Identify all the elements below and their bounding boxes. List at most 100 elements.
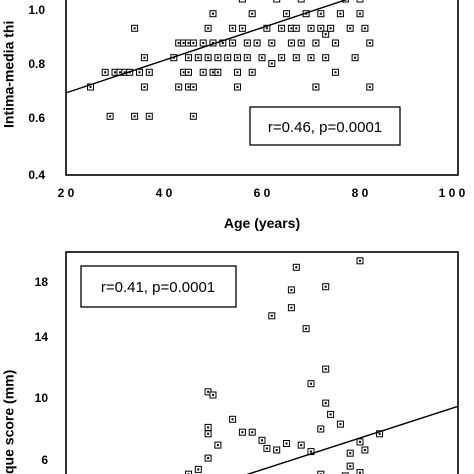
y-tick-label: 6	[41, 453, 48, 467]
data-point-dot	[192, 42, 195, 44]
data-point-dot	[305, 327, 308, 330]
data-point-dot	[251, 71, 254, 74]
data-point-dot	[133, 115, 136, 118]
data-point-dot	[295, 266, 298, 269]
data-point-dot	[349, 465, 352, 468]
stats-box	[249, 106, 401, 146]
data-point-dot	[148, 71, 151, 74]
data-point-dot	[212, 71, 214, 74]
data-point-dot	[207, 390, 210, 393]
x-tick-label: 8 0	[352, 186, 369, 200]
data-point-dot	[231, 42, 234, 44]
y-tick-label: 18	[35, 275, 49, 289]
x-axis-title: Age (years)	[224, 215, 300, 231]
data-point	[238, 0, 246, 3]
data-point-dot	[216, 56, 219, 59]
data-point-dot	[324, 33, 327, 36]
data-point	[356, 0, 364, 3]
stats-text: r=0.46, p=0.0001	[268, 119, 382, 136]
data-point-dot	[123, 71, 126, 74]
data-point-dot	[290, 27, 293, 30]
data-point-dot	[236, 56, 239, 59]
data-point-dot	[319, 27, 322, 30]
data-point-dot	[261, 439, 263, 442]
data-point-dot	[349, 27, 352, 30]
data-point-dot	[202, 42, 205, 44]
stats-text: r=0.41, p=0.0001	[101, 279, 215, 296]
y-tick-label: 10	[35, 391, 49, 405]
data-point-dot	[246, 42, 249, 44]
data-point-dot	[275, 449, 278, 451]
data-point-dot	[354, 56, 357, 59]
data-point-dot	[192, 115, 195, 118]
data-point-dot	[246, 56, 249, 59]
regression-line	[65, 0, 348, 94]
data-point-dot	[231, 27, 234, 30]
plot-frame	[65, 251, 459, 474]
data-point-dot	[295, 56, 298, 59]
data-point-dot	[182, 42, 185, 44]
data-point-dot	[359, 440, 361, 443]
data-point-dot	[270, 62, 273, 65]
y-axis-title: Intima-media thi	[1, 21, 17, 128]
data-point-dot	[212, 42, 214, 44]
data-point-dot	[378, 432, 381, 435]
data-point-dot	[138, 71, 141, 74]
data-point-dot	[363, 449, 366, 451]
data-point-dot	[334, 71, 337, 74]
data-point-dot	[324, 56, 327, 59]
data-point-dot	[231, 418, 234, 421]
data-point-dot	[300, 42, 303, 44]
data-point-dot	[177, 86, 180, 88]
y-tick-label: 1.0	[28, 3, 45, 17]
data-point-dot	[310, 27, 312, 30]
data-point-dot	[280, 27, 283, 30]
data-point-dot	[265, 447, 268, 450]
data-point-dot	[329, 413, 332, 416]
data-point-dot	[207, 56, 210, 59]
data-point-dot	[216, 444, 219, 447]
data-point-dot	[363, 27, 366, 30]
data-point-dot	[359, 471, 361, 474]
data-point-dot	[143, 86, 146, 88]
x-tick-label: 4 0	[156, 186, 173, 200]
data-point-dot	[133, 27, 136, 30]
data-point-dot	[114, 71, 116, 74]
x-tick-label: 6 0	[254, 186, 271, 200]
data-point-dot	[285, 12, 288, 15]
data-point-dot	[207, 457, 210, 460]
data-point-dot	[324, 402, 327, 405]
x-tick-label: 1 0 0	[439, 186, 466, 200]
data-point-dot	[212, 394, 214, 396]
data-point-dot	[329, 27, 332, 30]
data-point-dot	[104, 71, 107, 74]
data-point-dot	[295, 27, 298, 30]
data-point-dot	[212, 12, 214, 15]
data-point-dot	[280, 56, 283, 59]
data-point-dot	[148, 115, 151, 118]
data-point-dot	[241, 431, 244, 434]
data-point-dot	[187, 86, 190, 88]
data-point-dot	[187, 71, 190, 74]
data-point-dot	[334, 42, 337, 44]
data-point-dot	[290, 306, 293, 309]
data-point-dot	[143, 56, 146, 59]
data-point	[185, 470, 192, 474]
data-point-dot	[187, 42, 190, 44]
data-point-dot	[177, 42, 180, 44]
data-points	[185, 257, 384, 474]
data-point-dot	[192, 86, 195, 88]
data-point-dot	[310, 56, 312, 59]
y-tick-label: 0.8	[28, 57, 45, 71]
data-point	[273, 0, 281, 3]
data-point-dot	[89, 86, 92, 88]
data-point-dot	[368, 86, 371, 88]
data-point-dot	[270, 314, 273, 317]
data-point-dot	[319, 428, 322, 430]
data-point-dot	[241, 27, 244, 30]
data-point-dot	[197, 468, 200, 471]
data-point-dot	[368, 42, 371, 44]
scatter-chart-intima-media: r=0.46, p=0.0001 1.0 0.8 0.6 0.4 2 0 4 0…	[1, 0, 466, 231]
data-point	[317, 470, 325, 474]
data-point-dot	[290, 42, 293, 44]
